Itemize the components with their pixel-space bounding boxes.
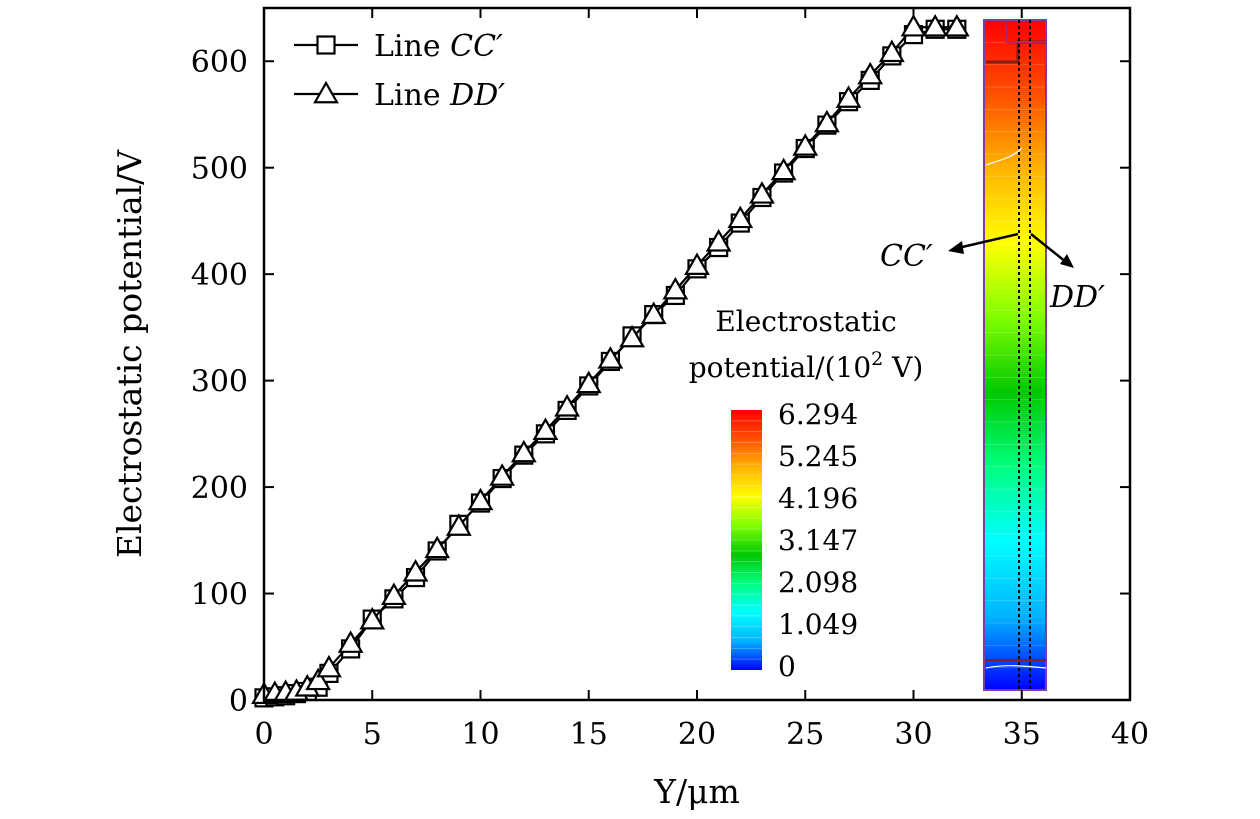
legend-label: Line CC′ bbox=[374, 29, 503, 64]
y-axis-title: Electrostatic potential/V bbox=[110, 149, 149, 558]
colorbar-title-suffix: V) bbox=[883, 351, 923, 384]
x-axis-title: Y/μm bbox=[653, 772, 740, 811]
triangle-marker bbox=[532, 417, 559, 441]
arrow-cc bbox=[957, 232, 1019, 250]
y-tick-label: 300 bbox=[191, 365, 248, 400]
legend-label: Line DD′ bbox=[374, 78, 505, 113]
triangle-marker bbox=[770, 157, 797, 181]
triangle-marker bbox=[381, 582, 407, 606]
triangle-marker bbox=[313, 80, 339, 104]
colorbar-tick-label: 0 bbox=[778, 650, 796, 683]
annotation-dd: DD′ bbox=[1049, 280, 1105, 315]
triangle-marker bbox=[922, 13, 949, 37]
x-tick-label: 30 bbox=[894, 717, 932, 752]
arrow-dd bbox=[1030, 233, 1067, 263]
triangle-marker bbox=[705, 228, 732, 252]
y-tick-label: 0 bbox=[229, 684, 248, 719]
legend-item: Line CC′ bbox=[294, 29, 503, 64]
colorbar-title-sup: 2 bbox=[871, 348, 883, 370]
colorbar-tick-label: 6.294 bbox=[778, 398, 858, 431]
electrode-top-inner bbox=[1005, 22, 1046, 43]
contour-line bbox=[985, 665, 1047, 669]
triangle-marker bbox=[597, 346, 624, 369]
arrowhead-dd bbox=[1060, 254, 1074, 268]
triangle-marker bbox=[619, 324, 645, 348]
colorbar-title-prefix: potential/(10 bbox=[689, 351, 871, 384]
colorbar-tick-label: 1.049 bbox=[778, 608, 858, 641]
y-tick-label: 200 bbox=[191, 471, 248, 506]
device-outline bbox=[983, 19, 1047, 691]
triangle-marker bbox=[575, 370, 602, 394]
triangle-marker bbox=[878, 39, 905, 63]
triangle-marker bbox=[857, 61, 884, 85]
triangle-marker bbox=[749, 181, 775, 204]
y-axis: 0 100 200 300 400 500 600 bbox=[191, 45, 1130, 719]
triangle-marker bbox=[640, 301, 667, 324]
triangle-marker bbox=[727, 205, 754, 229]
x-tick-label: 25 bbox=[786, 717, 824, 752]
triangle-marker bbox=[900, 13, 927, 37]
triangle-marker bbox=[684, 252, 710, 275]
legend-prefix: Line bbox=[374, 78, 450, 113]
triangle-marker bbox=[316, 654, 342, 678]
colorbar-title-line1: Electrostatic bbox=[715, 305, 896, 338]
x-tick-label: 35 bbox=[1003, 717, 1041, 752]
triangle-marker bbox=[835, 85, 862, 108]
x-tick-label: 40 bbox=[1111, 717, 1149, 752]
y-tick-label: 500 bbox=[191, 152, 248, 187]
x-tick-label: 10 bbox=[461, 717, 499, 752]
triangle-marker bbox=[359, 606, 386, 630]
colorbar-tick-label: 5.245 bbox=[778, 440, 858, 473]
triangle-marker bbox=[554, 394, 580, 417]
contour-fill bbox=[984, 20, 1046, 690]
x-tick-label: 20 bbox=[678, 717, 716, 752]
x-tick-label: 15 bbox=[570, 717, 608, 752]
colorbar-fill bbox=[731, 410, 762, 670]
colorbar-title-line2: potential/(102 V) bbox=[689, 348, 924, 384]
triangle-marker bbox=[337, 630, 364, 653]
arrowhead-cc bbox=[948, 241, 964, 254]
triangle-marker bbox=[402, 559, 429, 582]
x-tick-label: 0 bbox=[254, 717, 273, 752]
y-tick-label: 600 bbox=[191, 45, 248, 80]
triangle-marker bbox=[943, 13, 970, 37]
triangle-marker bbox=[424, 535, 451, 559]
device-contour-strip bbox=[983, 19, 1047, 691]
colorbar-tick-label: 4.196 bbox=[778, 482, 858, 515]
contour-line bbox=[985, 147, 1023, 166]
triangle-marker bbox=[510, 439, 537, 463]
triangle-marker bbox=[305, 667, 332, 691]
triangle-marker bbox=[814, 109, 840, 133]
triangle-marker bbox=[792, 133, 819, 156]
y-tick-label: 400 bbox=[191, 258, 248, 293]
annotations: CC′ DD′ bbox=[880, 232, 1105, 315]
colorbar-tick-label: 2.098 bbox=[778, 566, 858, 599]
triangle-marker bbox=[445, 513, 472, 536]
legend-series-name: DD′ bbox=[449, 78, 505, 113]
triangle-marker bbox=[662, 276, 689, 300]
series-layer bbox=[251, 13, 970, 708]
y-tick-label: 100 bbox=[191, 578, 248, 613]
legend-prefix: Line bbox=[374, 29, 450, 64]
colorbar-tick-label: 3.147 bbox=[778, 524, 858, 557]
square-marker bbox=[316, 35, 336, 55]
legend-item: Line DD′ bbox=[294, 78, 505, 113]
colorbar: 6.294 5.245 4.196 3.147 2.098 1.049 0 Electrost… bbox=[689, 305, 924, 683]
triangle-marker bbox=[489, 463, 516, 486]
x-axis: 0 5 10 15 20 25 30 35 40 bbox=[254, 8, 1149, 752]
legend-series-name: CC′ bbox=[450, 29, 503, 64]
annotation-cc: CC′ bbox=[880, 239, 933, 274]
triangle-marker bbox=[467, 487, 494, 511]
legend: Line CC′Line DD′ bbox=[294, 29, 505, 113]
x-tick-label: 5 bbox=[363, 717, 382, 752]
series-1 bbox=[251, 13, 970, 705]
